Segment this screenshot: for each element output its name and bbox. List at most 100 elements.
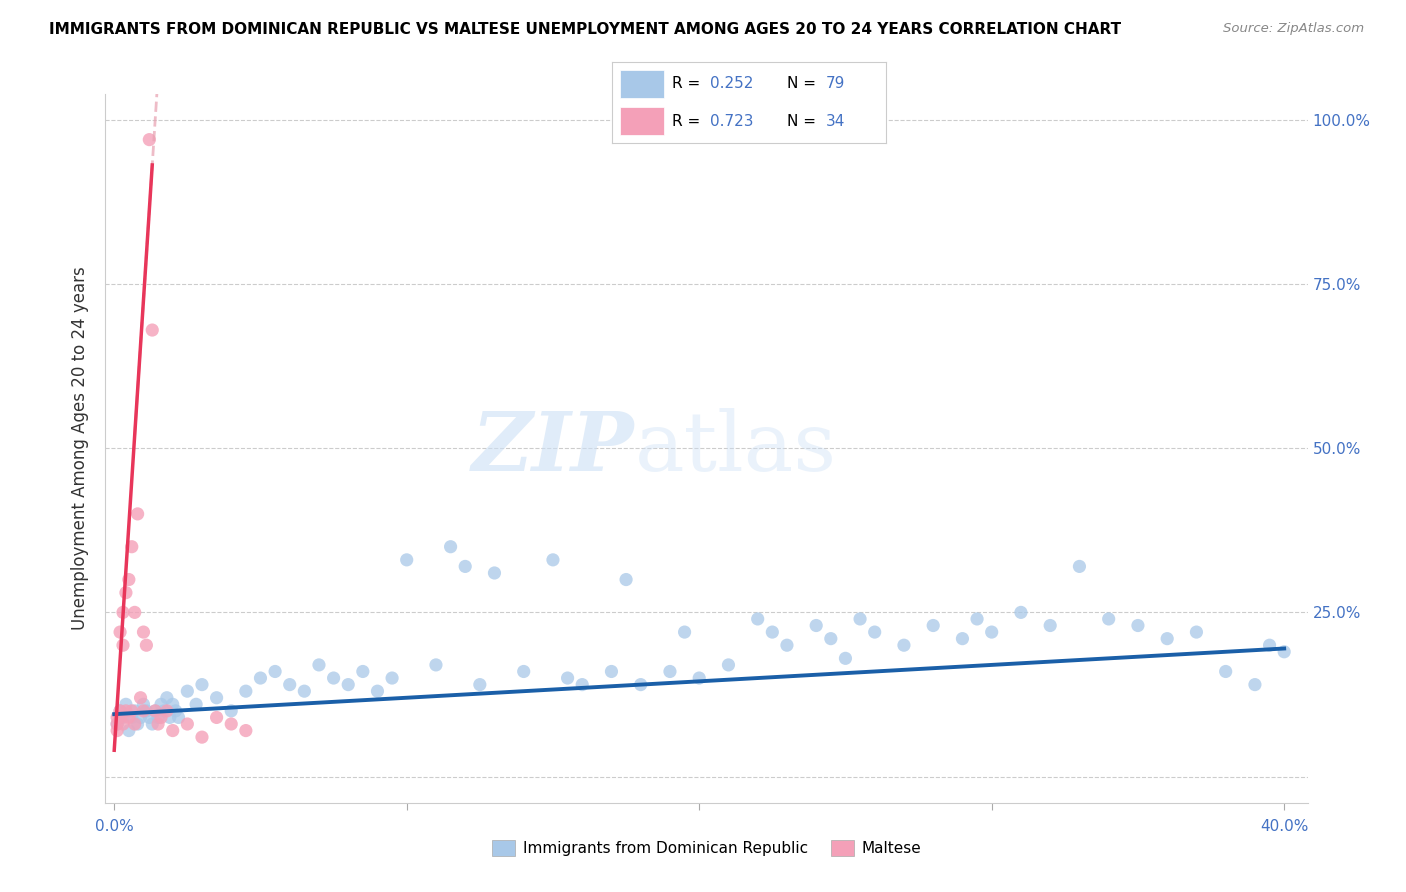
Point	[184, 698, 207, 712]
Point	[129, 710, 152, 724]
Point	[439, 540, 461, 554]
Point	[381, 671, 404, 685]
Point	[776, 638, 799, 652]
Text: 0.252: 0.252	[710, 76, 754, 91]
Point	[614, 573, 637, 587]
Point	[108, 704, 131, 718]
Point	[658, 665, 681, 679]
Point	[105, 710, 128, 724]
Point	[105, 723, 128, 738]
Point	[162, 723, 184, 738]
Point	[108, 704, 131, 718]
Point	[150, 698, 173, 712]
Point	[124, 704, 146, 718]
Point	[557, 671, 579, 685]
Point	[673, 625, 696, 640]
Point	[121, 710, 143, 724]
Point	[127, 717, 149, 731]
Point	[366, 684, 388, 698]
Point	[118, 573, 141, 587]
Text: Source: ZipAtlas.com: Source: ZipAtlas.com	[1223, 22, 1364, 36]
Point	[108, 710, 131, 724]
Point	[849, 612, 872, 626]
Point	[630, 678, 652, 692]
Point	[159, 710, 181, 724]
Point	[165, 704, 187, 718]
Point	[146, 717, 169, 731]
Point	[219, 717, 242, 731]
Point	[219, 704, 242, 718]
Point	[118, 710, 141, 724]
Point	[980, 625, 1002, 640]
Point	[105, 717, 128, 731]
Point	[1185, 625, 1208, 640]
Point	[893, 638, 915, 652]
FancyBboxPatch shape	[620, 70, 664, 98]
Point	[167, 710, 190, 724]
Point	[111, 638, 134, 652]
Point	[1156, 632, 1178, 646]
Point	[105, 717, 128, 731]
FancyBboxPatch shape	[620, 107, 664, 136]
Point	[395, 553, 418, 567]
Point	[278, 678, 301, 692]
Point	[111, 710, 134, 724]
Point	[121, 704, 143, 718]
Point	[205, 690, 228, 705]
Point	[235, 723, 257, 738]
Point	[121, 540, 143, 554]
Point	[146, 710, 169, 724]
Point	[143, 704, 166, 718]
Point	[292, 684, 315, 698]
Point	[806, 618, 828, 632]
Point	[156, 704, 179, 718]
Point	[132, 625, 155, 640]
Text: 0.0%: 0.0%	[94, 819, 134, 834]
Point	[761, 625, 783, 640]
Point	[966, 612, 988, 626]
Point	[191, 730, 214, 744]
Point	[1069, 559, 1091, 574]
Point	[1010, 606, 1032, 620]
Point	[205, 710, 228, 724]
Point	[352, 665, 374, 679]
Point	[176, 684, 198, 698]
Point	[425, 657, 447, 672]
Point	[249, 671, 271, 685]
Point	[124, 717, 146, 731]
Point	[118, 723, 141, 738]
Point	[111, 717, 134, 731]
Point	[820, 632, 842, 646]
Point	[235, 684, 257, 698]
Text: 34: 34	[825, 114, 845, 129]
Point	[115, 585, 138, 599]
Point	[124, 606, 146, 620]
Text: 0.723: 0.723	[710, 114, 754, 129]
Text: R =: R =	[672, 76, 704, 91]
Point	[156, 690, 179, 705]
Point	[176, 717, 198, 731]
Point	[337, 678, 360, 692]
Point	[863, 625, 886, 640]
Point	[111, 606, 134, 620]
Point	[132, 704, 155, 718]
Y-axis label: Unemployment Among Ages 20 to 24 years: Unemployment Among Ages 20 to 24 years	[72, 267, 90, 630]
Point	[308, 657, 330, 672]
Point	[1098, 612, 1121, 626]
Point	[1039, 618, 1062, 632]
Text: N =: N =	[787, 76, 821, 91]
Point	[541, 553, 564, 567]
Point	[688, 671, 710, 685]
Point	[717, 657, 740, 672]
Point	[834, 651, 856, 665]
Point	[264, 665, 287, 679]
Point	[108, 625, 131, 640]
Text: ZIP: ZIP	[472, 409, 634, 488]
Point	[747, 612, 769, 626]
Point	[135, 638, 157, 652]
Point	[571, 678, 593, 692]
Text: R =: R =	[672, 114, 704, 129]
Point	[135, 704, 157, 718]
Point	[115, 698, 138, 712]
Point	[1215, 665, 1237, 679]
